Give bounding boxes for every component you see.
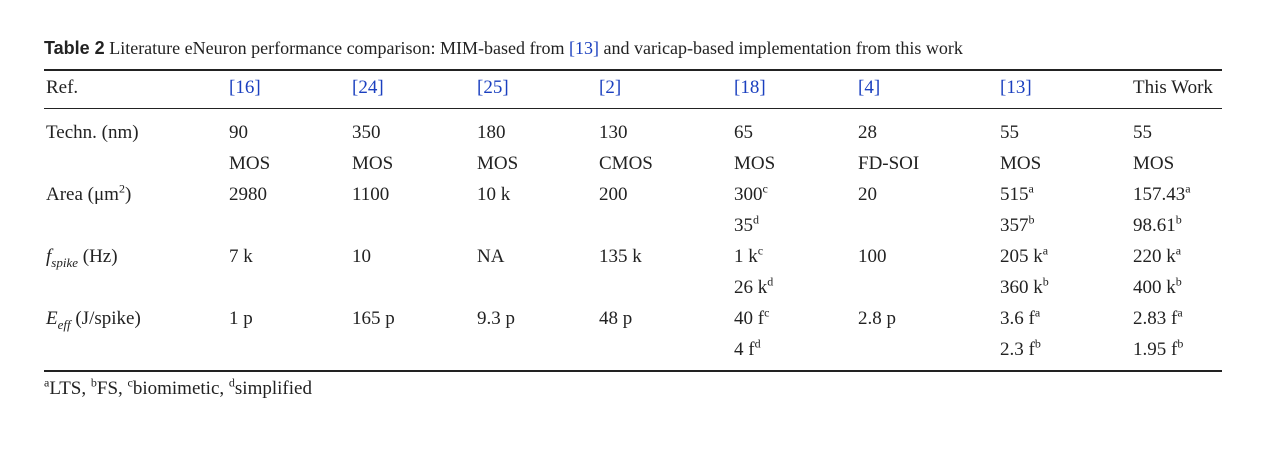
caption-text-1: Literature eNeuron performance compariso… (109, 38, 570, 58)
table-cell: 220 ka (1133, 243, 1182, 267)
table-cell: 4 fd (734, 336, 761, 360)
table-cell: MOS (352, 153, 394, 174)
header-ref: Ref. (46, 77, 79, 98)
table-cell: 55 (1000, 122, 1019, 143)
caption-text-2: and varicap-based implementation from th… (599, 38, 963, 58)
row-label-area: Area (μm2) (46, 181, 132, 205)
table-bottom-rule (44, 370, 1222, 372)
table-cell: 48 p (599, 308, 633, 329)
table-cell: 10 k (477, 184, 511, 205)
row-label-eeff: Eeff (J/spike) (46, 308, 141, 332)
table-cell: 55 (1133, 122, 1152, 143)
header-ref-18[interactable]: [18] (734, 77, 766, 98)
caption-label: Table 2 (44, 38, 105, 58)
table-cell: 130 (599, 122, 628, 143)
table-cell: 35d (734, 212, 759, 236)
table-cell: 10 (352, 246, 371, 267)
table-footnote: aLTS, bFS, cbiomimetic, dsimplified (44, 375, 312, 399)
table-cell: 165 p (352, 308, 395, 329)
table-cell: 98.61b (1133, 212, 1182, 236)
row-label-fspike: fspike (Hz) (46, 246, 118, 270)
table-cell: MOS (229, 153, 271, 174)
table-cell: MOS (477, 153, 519, 174)
table-cell: 300c (734, 181, 768, 205)
table-cell: 40 fc (734, 305, 770, 329)
table-cell: 2.83 fa (1133, 305, 1183, 329)
table-cell: 350 (352, 122, 381, 143)
header-ref-25[interactable]: [25] (477, 77, 509, 98)
table-cell: MOS (1133, 153, 1175, 174)
table-cell: 135 k (599, 246, 642, 267)
table-cell: NA (477, 246, 505, 267)
header-this-work: This Work (1133, 77, 1213, 98)
table-cell: 200 (599, 184, 628, 205)
table-cell: 28 (858, 122, 877, 143)
header-ref-16[interactable]: [16] (229, 77, 261, 98)
table-cell: 3.6 fa (1000, 305, 1041, 329)
table-cell: 20 (858, 184, 877, 205)
table-cell: 26 kd (734, 274, 774, 298)
table-cell: MOS (1000, 153, 1042, 174)
table-cell: CMOS (599, 153, 653, 174)
table-cell: 2980 (229, 184, 267, 205)
header-ref-24[interactable]: [24] (352, 77, 384, 98)
table-top-rule (44, 69, 1222, 71)
table-cell: FD-SOI (858, 153, 920, 174)
table-cell: MOS (734, 153, 776, 174)
table-cell: 205 ka (1000, 243, 1049, 267)
table-cell: 157.43a (1133, 181, 1191, 205)
table-cell: 360 kb (1000, 274, 1049, 298)
table-cell: 1100 (352, 184, 390, 205)
table-cell: 180 (477, 122, 506, 143)
table-cell: 2.3 fb (1000, 336, 1041, 360)
table-cell: 65 (734, 122, 753, 143)
header-ref-13[interactable]: [13] (1000, 77, 1032, 98)
table-cell: 9.3 p (477, 308, 515, 329)
header-ref-4[interactable]: [4] (858, 77, 881, 98)
header-ref-2[interactable]: [2] (599, 77, 622, 98)
table-cell: 1 kc (734, 243, 764, 267)
table-cell: 1 p (229, 308, 253, 329)
table-cell: 2.8 p (858, 308, 896, 329)
table-cell: 400 kb (1133, 274, 1182, 298)
table-cell: 100 (858, 246, 887, 267)
table-cell: 1.95 fb (1133, 336, 1184, 360)
table-cell: 90 (229, 122, 248, 143)
table-header-rule (44, 108, 1222, 110)
table-caption: Table 2 Literature eNeuron performance c… (44, 38, 963, 59)
row-label-techn: Techn. (nm) (46, 122, 139, 143)
table-cell: 357b (1000, 212, 1035, 236)
caption-ref-link[interactable]: [13] (569, 38, 600, 58)
table-cell: 515a (1000, 181, 1034, 205)
table-cell: 7 k (229, 246, 253, 267)
